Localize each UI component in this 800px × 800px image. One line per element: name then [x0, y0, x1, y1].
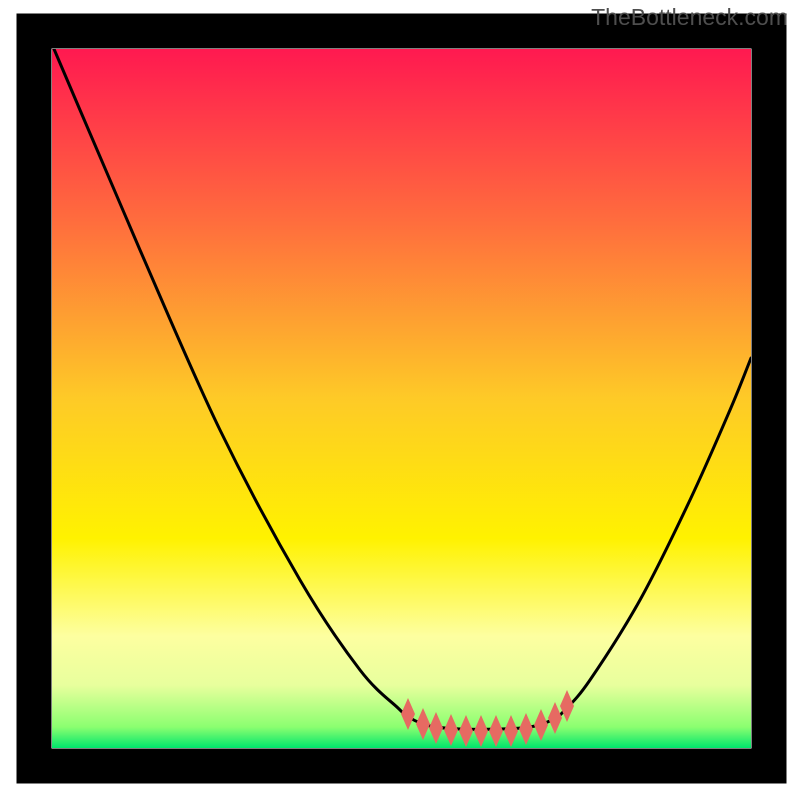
chart-frame: TheBottleneck.com: [0, 0, 800, 800]
watermark-text: TheBottleneck.com: [591, 4, 788, 31]
bottleneck-chart: [0, 0, 800, 800]
gradient-background: [52, 49, 751, 748]
